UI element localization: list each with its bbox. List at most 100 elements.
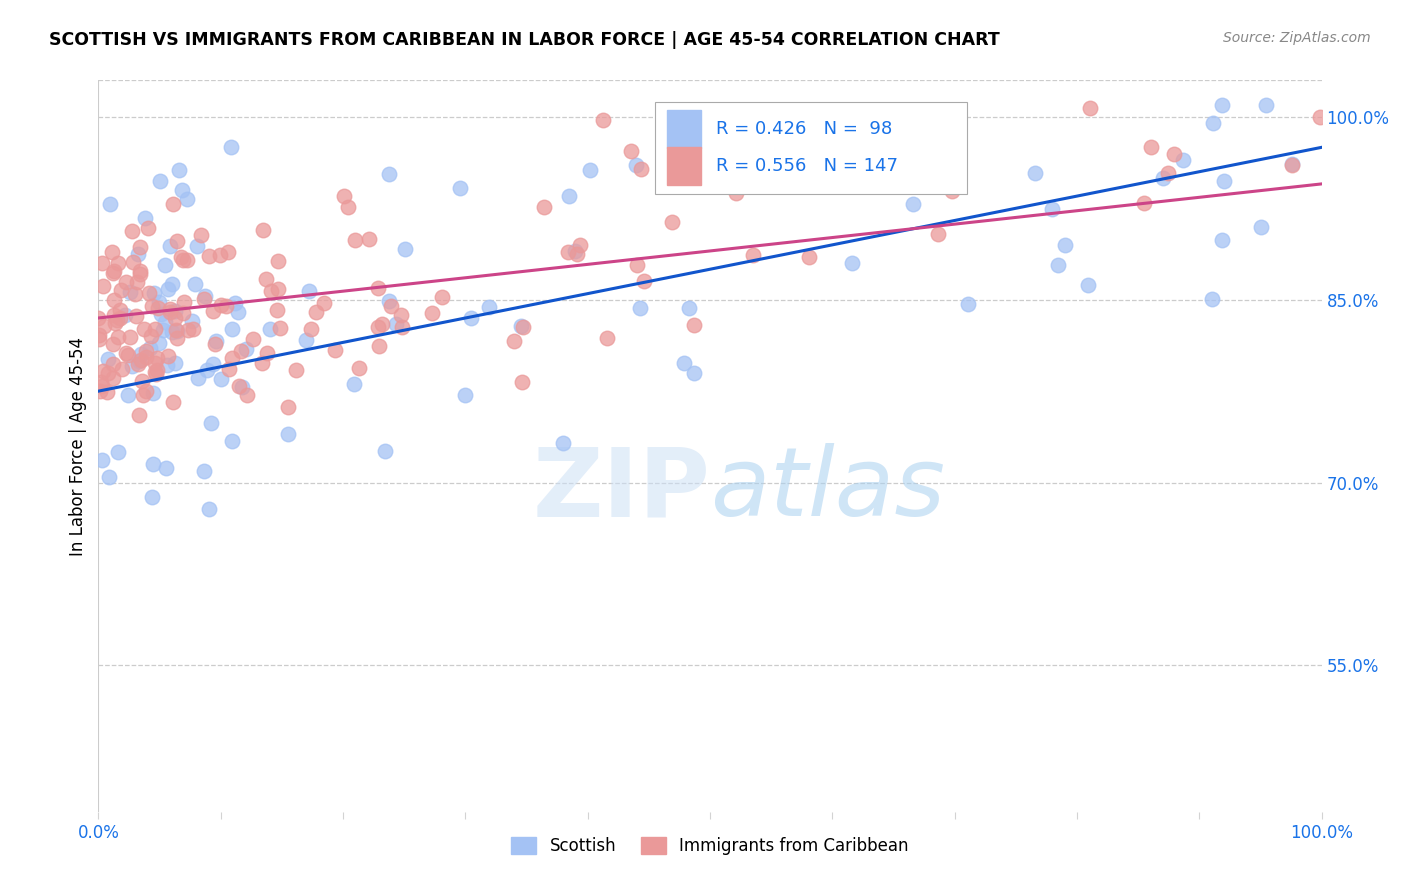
Point [91, 379, 114, 393]
Point [150, 307, 173, 321]
Point [157, 349, 180, 363]
Text: ZIP: ZIP [531, 443, 710, 536]
Point [367, 281, 389, 295]
Point [107, 445, 129, 459]
Point [166, 234, 188, 248]
Point [111, 361, 134, 376]
Point [221, 434, 243, 448]
Point [367, 320, 389, 334]
Point [167, 162, 190, 177]
Point [298, 284, 321, 298]
Text: R = 0.426   N =  98: R = 0.426 N = 98 [716, 120, 893, 137]
Text: R = 0.556   N = 147: R = 0.556 N = 147 [716, 157, 898, 175]
Point [558, 189, 581, 203]
Point [98, 470, 121, 484]
Point [391, 320, 413, 334]
Text: SCOTTISH VS IMMIGRANTS FROM CARIBBEAN IN LABOR FORCE | AGE 45-54 CORRELATION CHA: SCOTTISH VS IMMIGRANTS FROM CARIBBEAN IN… [49, 31, 1000, 49]
Point [142, 386, 165, 401]
Point [460, 310, 482, 325]
Point [135, 344, 157, 359]
Point [135, 350, 157, 364]
Point [136, 221, 159, 235]
Point [159, 302, 181, 317]
Point [152, 323, 174, 337]
Point [420, 306, 443, 320]
Point [160, 325, 183, 339]
Point [90, 375, 112, 389]
Point [1156, 166, 1178, 180]
Point [797, 250, 820, 264]
Point [114, 308, 136, 322]
Point [146, 363, 169, 377]
Point [172, 183, 194, 197]
Point [122, 254, 145, 268]
Point [1173, 153, 1195, 167]
Point [165, 323, 187, 337]
Point [89, 384, 111, 398]
Point [956, 297, 979, 311]
Point [295, 333, 318, 347]
Point [596, 331, 619, 345]
Point [389, 308, 412, 322]
Point [194, 289, 217, 303]
Point [1163, 146, 1185, 161]
Point [184, 277, 207, 291]
Point [141, 299, 163, 313]
Point [1202, 115, 1225, 129]
Point [551, 436, 574, 450]
Point [380, 299, 402, 313]
Point [285, 363, 308, 377]
Point [166, 331, 188, 345]
Point [172, 253, 194, 268]
Point [141, 491, 163, 505]
Point [533, 200, 555, 214]
Point [129, 239, 152, 253]
Point [454, 388, 477, 402]
Point [1140, 140, 1163, 154]
Point [221, 351, 243, 365]
Point [176, 192, 198, 206]
Point [209, 297, 232, 311]
Point [142, 458, 165, 472]
Point [165, 311, 187, 326]
Point [172, 306, 194, 320]
Point [1211, 233, 1233, 247]
Point [661, 215, 683, 229]
Point [374, 444, 396, 458]
Point [96, 385, 118, 400]
Point [682, 366, 704, 380]
Point [565, 247, 588, 261]
Point [173, 294, 195, 309]
Point [103, 293, 125, 308]
Point [129, 264, 152, 278]
Point [260, 284, 283, 298]
Point [343, 376, 366, 391]
Point [148, 295, 170, 310]
Point [512, 319, 534, 334]
Point [117, 388, 139, 402]
Point [626, 158, 648, 172]
Point [160, 277, 183, 291]
Point [108, 303, 131, 318]
Point [157, 282, 180, 296]
Point [153, 315, 176, 329]
Point [118, 285, 141, 299]
Point [633, 274, 655, 288]
Point [724, 186, 747, 200]
Point [87, 327, 110, 342]
Point [97, 351, 120, 366]
Point [91, 256, 114, 270]
Point [569, 238, 592, 252]
Point [1281, 157, 1303, 171]
Point [202, 303, 225, 318]
Point [200, 416, 222, 430]
Point [385, 317, 408, 331]
Point [312, 295, 335, 310]
Point [269, 320, 291, 334]
Point [131, 388, 153, 402]
Point [564, 244, 586, 258]
Point [235, 388, 257, 402]
Point [138, 285, 160, 300]
Point [841, 256, 863, 270]
Point [165, 304, 187, 318]
